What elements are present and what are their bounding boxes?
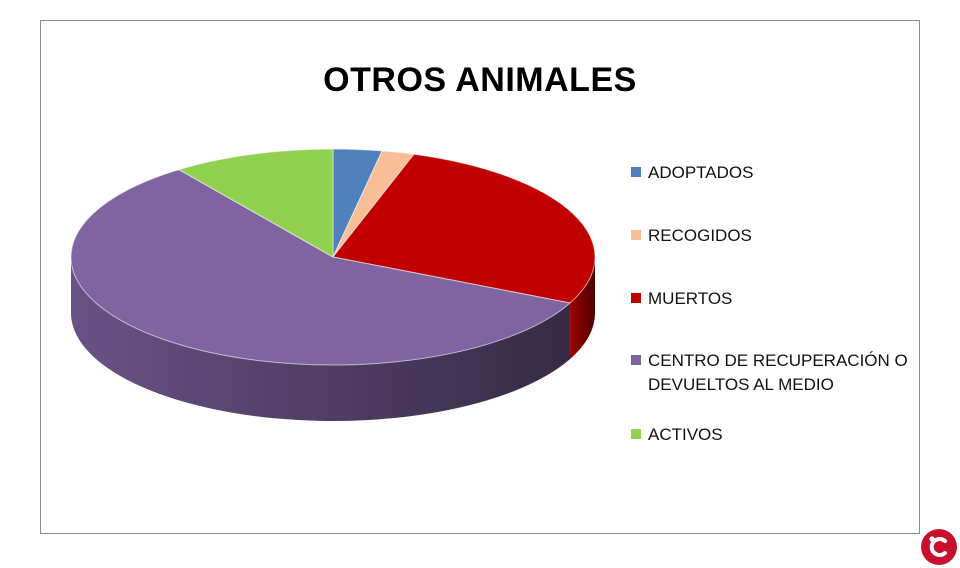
legend-swatch xyxy=(631,429,641,439)
pie-slice-3 xyxy=(70,169,572,366)
legend-swatch xyxy=(631,355,641,365)
brand-logo-c xyxy=(929,537,947,557)
legend-swatch xyxy=(631,230,641,240)
legend-label: CENTRO DE RECUPERACIÓN O DEVUELTOS AL ME… xyxy=(648,351,908,394)
pie-chart xyxy=(70,148,596,421)
legend-label: ADOPTADOS xyxy=(648,163,754,182)
legend-item: ACTIVOS xyxy=(631,423,918,447)
legend-label: ACTIVOS xyxy=(648,425,723,444)
legend-item: CENTRO DE RECUPERACIÓN O DEVUELTOS AL ME… xyxy=(631,349,918,397)
legend-item: RECOGIDOS xyxy=(631,224,918,248)
legend-swatch xyxy=(631,293,641,303)
brand-logo-icon xyxy=(921,529,957,565)
pie-slice-4 xyxy=(177,148,334,258)
legend-item: ADOPTADOS xyxy=(631,161,918,185)
pie-slice-2 xyxy=(332,153,596,304)
legend-swatch xyxy=(631,167,641,177)
pie-side-3 xyxy=(71,257,571,421)
legend-item: MUERTOS xyxy=(631,287,918,311)
legend-label: MUERTOS xyxy=(648,289,733,308)
brand-logo-dot xyxy=(929,536,935,542)
chart-frame: OTROS ANIMALES ADOPTADOS RECOGIDOS MUERTOS… xyxy=(40,20,920,534)
pie-side-2 xyxy=(570,257,595,359)
chart-title: OTROS ANIMALES xyxy=(323,61,637,99)
brand-logo-circle xyxy=(921,529,957,565)
legend-label: RECOGIDOS xyxy=(648,226,752,245)
